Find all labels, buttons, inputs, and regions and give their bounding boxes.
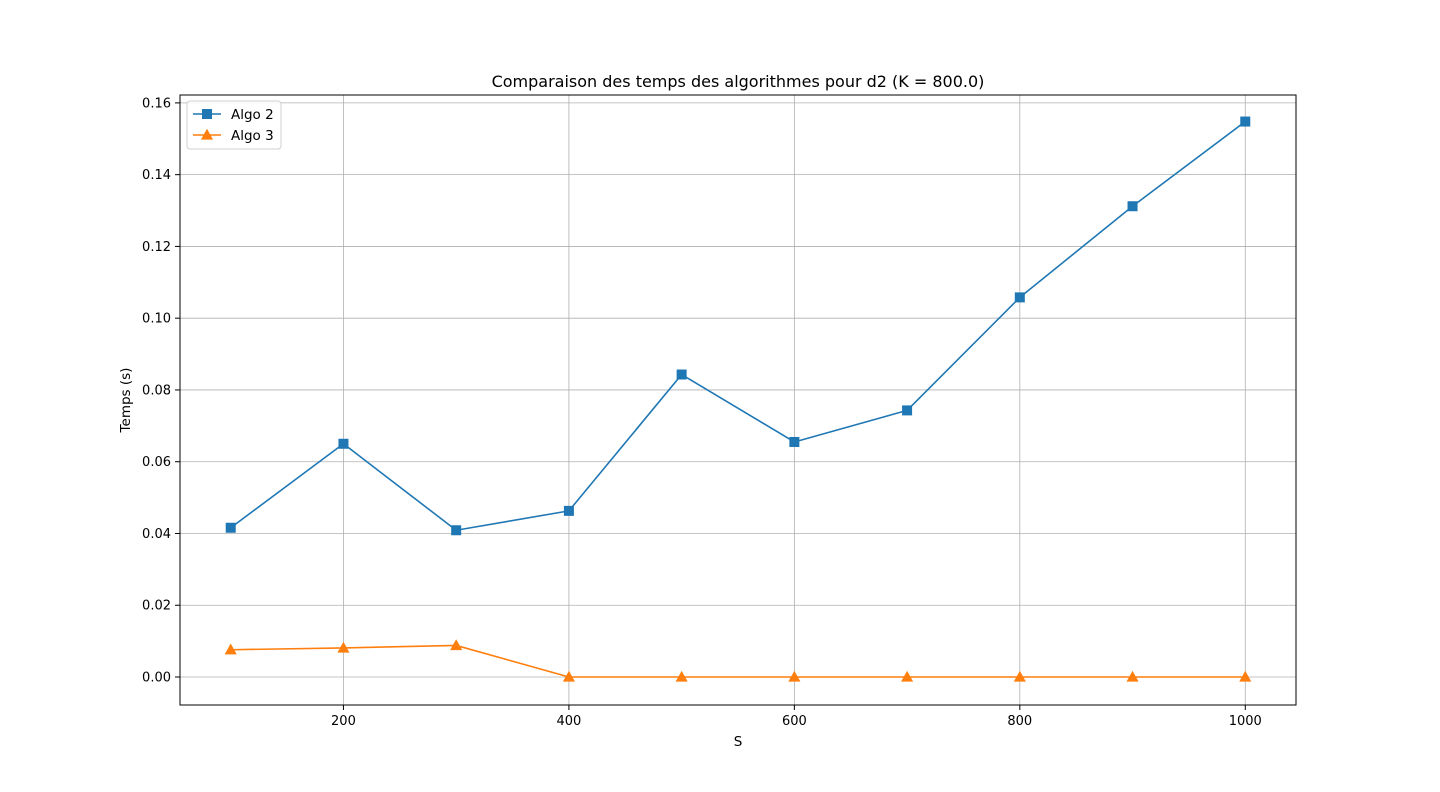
data-point bbox=[675, 670, 688, 682]
x-tick-label: 600 bbox=[782, 714, 807, 729]
series-line bbox=[230, 120, 1246, 532]
data-point bbox=[676, 369, 687, 380]
data-point bbox=[338, 438, 349, 449]
data-point bbox=[901, 670, 914, 682]
x-tick-label: 800 bbox=[1007, 714, 1032, 729]
data-point bbox=[1014, 292, 1025, 303]
series-layer bbox=[224, 116, 1252, 682]
data-point bbox=[788, 670, 801, 682]
legend-entry: Algo 2 bbox=[193, 107, 274, 123]
y-tick-label: 0.12 bbox=[142, 240, 171, 255]
data-point bbox=[224, 643, 237, 655]
series-line bbox=[230, 644, 1246, 678]
data-point bbox=[562, 670, 575, 682]
data-point bbox=[1126, 670, 1139, 682]
x-tick-label: 1000 bbox=[1229, 714, 1262, 729]
y-tick-label: 0.10 bbox=[142, 312, 171, 327]
x-tick-label: 400 bbox=[556, 714, 581, 729]
legend-marker bbox=[202, 109, 212, 119]
legend-entry: Algo 3 bbox=[193, 128, 274, 144]
legend-label: Algo 3 bbox=[231, 128, 274, 144]
y-tick-label: 0.14 bbox=[142, 168, 171, 183]
chart-title: Comparaison des temps des algorithmes po… bbox=[492, 72, 985, 91]
x-axis-label: S bbox=[734, 734, 743, 750]
y-tick-label: 0.16 bbox=[142, 96, 171, 111]
legend-label: Algo 2 bbox=[231, 107, 274, 123]
y-tick-label: 0.02 bbox=[142, 599, 171, 614]
axis-ticks: 200 400 600 800 1000 0.00 0.02 0.04 0.06 0.08 0.10… bbox=[142, 96, 1262, 729]
data-point bbox=[450, 639, 463, 651]
data-point bbox=[789, 436, 800, 447]
data-point bbox=[451, 525, 462, 536]
legend: Algo 2 Algo 3 bbox=[186, 100, 282, 150]
y-tick-label: 0.06 bbox=[142, 455, 171, 470]
legend-marker bbox=[200, 128, 214, 140]
data-point bbox=[225, 522, 236, 533]
y-tick-label: 0.00 bbox=[142, 671, 171, 686]
series-1 bbox=[225, 116, 1251, 536]
y-tick-label: 0.04 bbox=[142, 527, 171, 542]
series-2 bbox=[224, 639, 1252, 682]
y-tick-label: 0.08 bbox=[142, 383, 171, 398]
data-point bbox=[337, 641, 350, 653]
data-point bbox=[1239, 670, 1252, 682]
data-point bbox=[902, 405, 913, 416]
x-tick-label: 200 bbox=[331, 714, 356, 729]
data-point bbox=[563, 505, 574, 516]
plot-frame bbox=[179, 94, 1297, 706]
data-point bbox=[1240, 116, 1251, 127]
data-point bbox=[1013, 670, 1026, 682]
y-axis-label: Temps (s) bbox=[118, 368, 134, 434]
data-point bbox=[1127, 201, 1138, 212]
